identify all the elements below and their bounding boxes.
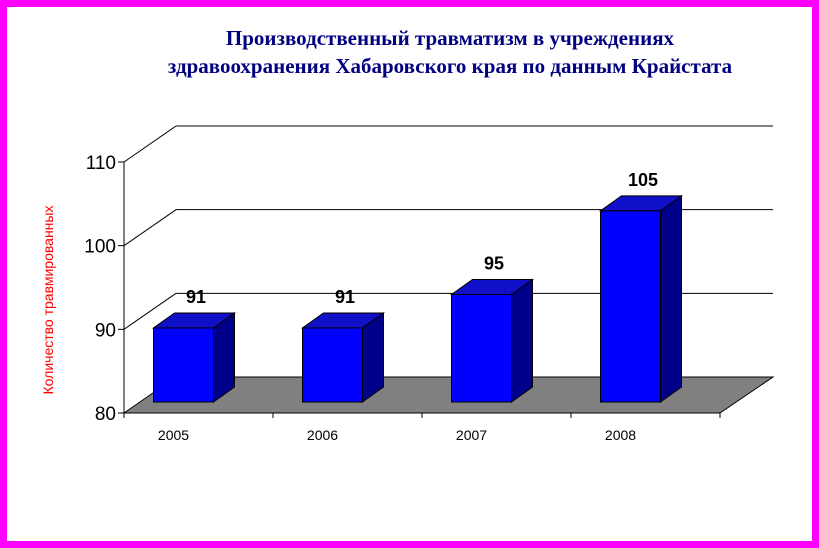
bar-side-2007 (511, 278, 533, 403)
bar-2005 (153, 327, 214, 403)
chart-title: Производственный травматизм в учреждения… (120, 24, 780, 80)
data-label-2008: 105 (628, 170, 658, 190)
y-tick-label-100: 100 (84, 237, 116, 258)
x-tick-label-2005: 2005 (158, 427, 189, 443)
chart-title-line-1: Производственный травматизм в учреждения… (225, 26, 675, 50)
bar-side-2008 (660, 194, 682, 403)
y-tick-label-80: 80 (95, 404, 116, 425)
x-tick-label-2006: 2006 (307, 427, 338, 443)
data-label-2007: 95 (484, 254, 504, 274)
x-tick-label-2007: 2007 (456, 427, 487, 443)
gridline-side-90 (123, 292, 177, 330)
x-tick-label-2008: 2008 (605, 427, 636, 443)
y-tick-label-90: 90 (95, 320, 116, 341)
gridline-side-100 (123, 209, 177, 247)
bar-2008 (600, 210, 661, 403)
chart-title-line-2: здравоохранения Хабаровского края по дан… (167, 54, 733, 78)
bar-2007 (451, 294, 512, 403)
data-label-2005: 91 (186, 287, 206, 307)
y-tick-label-110: 110 (86, 153, 116, 174)
gridline-side-110 (123, 125, 177, 163)
data-label-2006: 91 (335, 287, 355, 307)
bar-2006 (302, 327, 363, 403)
